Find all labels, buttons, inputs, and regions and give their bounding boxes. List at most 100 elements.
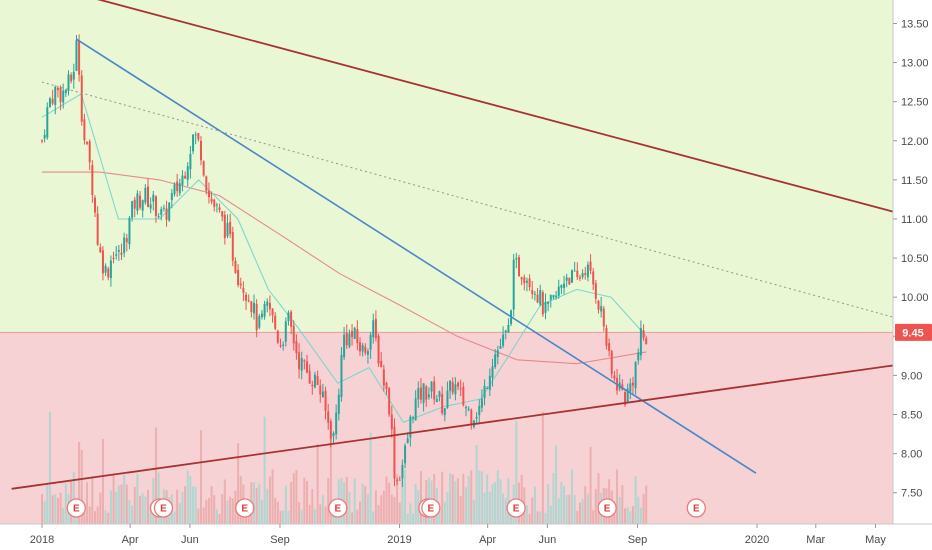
volume-bar xyxy=(621,484,624,524)
volume-bar xyxy=(54,493,57,524)
candle-body xyxy=(263,303,266,317)
price-tick-label: 10.50 xyxy=(901,253,929,265)
trendline-ascending-red[interactable] xyxy=(11,362,907,490)
candle-body xyxy=(430,381,433,392)
volume-bar xyxy=(345,476,348,524)
trendline-descending-red[interactable] xyxy=(42,0,907,216)
volume-bar xyxy=(274,497,277,524)
trendlines[interactable] xyxy=(11,0,907,490)
candle-body xyxy=(332,433,335,437)
candle-body xyxy=(178,183,181,194)
candle-body xyxy=(491,366,494,378)
candle-body xyxy=(520,277,523,280)
earnings-marker[interactable] xyxy=(235,498,255,518)
volume-bar xyxy=(457,478,460,524)
volume-bar xyxy=(123,474,126,524)
candle-body xyxy=(478,405,481,416)
volume-bar xyxy=(316,443,319,524)
volume-bar xyxy=(592,510,595,524)
candle-body xyxy=(250,301,253,313)
earnings-marker[interactable] xyxy=(66,498,86,518)
volume-bar xyxy=(253,482,255,524)
time-tick-label: Jun xyxy=(539,534,557,546)
candle-body xyxy=(404,445,407,464)
candle-body xyxy=(266,301,269,306)
candle-body xyxy=(483,385,486,399)
candle-body xyxy=(144,187,147,203)
candle-body xyxy=(46,107,49,138)
candle-body xyxy=(213,199,216,207)
volume-bar xyxy=(321,495,324,524)
candle-body xyxy=(504,330,507,332)
volume-bar xyxy=(642,493,645,524)
candle-body xyxy=(112,257,115,259)
volume-bar xyxy=(136,473,139,524)
candle-body xyxy=(433,381,436,400)
volume-bar xyxy=(552,472,555,524)
earnings-marker[interactable] xyxy=(153,498,174,518)
candle-body xyxy=(584,273,587,275)
candle-body xyxy=(470,409,473,425)
earnings-marker[interactable] xyxy=(506,498,526,518)
volume-bar xyxy=(377,505,380,524)
candle-body xyxy=(200,140,202,161)
volume-bar xyxy=(486,474,489,524)
earnings-marker[interactable] xyxy=(328,498,348,518)
candle-body xyxy=(258,316,261,328)
earnings-marker[interactable] xyxy=(597,498,617,518)
price-axis-background[interactable] xyxy=(893,0,932,524)
volume-bar xyxy=(544,512,547,524)
time-axis-background[interactable] xyxy=(0,524,932,550)
volume-bar xyxy=(555,445,558,524)
volume-bar xyxy=(462,473,465,524)
earnings-marker[interactable] xyxy=(421,498,441,518)
candle-body xyxy=(279,345,282,347)
price-tick-label: 13.00 xyxy=(901,58,929,70)
candle-body xyxy=(287,312,290,322)
volume-bar xyxy=(78,441,81,524)
candle-body xyxy=(454,384,457,395)
candle-body xyxy=(533,293,536,295)
candle-body xyxy=(184,175,187,179)
earnings-marker-label: E xyxy=(693,504,700,515)
volume-bar xyxy=(271,469,274,524)
candle-body xyxy=(451,382,454,393)
volume-bar xyxy=(409,503,412,524)
moving-average-slow xyxy=(42,171,647,365)
candle-body xyxy=(348,333,351,347)
candle-body xyxy=(160,209,163,215)
candle-body xyxy=(539,290,542,305)
candle-body xyxy=(589,261,592,271)
volume-bar xyxy=(298,502,301,524)
volume-bar xyxy=(117,485,120,524)
earnings-markers[interactable]: EEEEEEEEEE xyxy=(66,498,706,518)
volume-bar xyxy=(131,505,134,524)
volume-bar xyxy=(263,416,266,524)
volume-bar xyxy=(218,513,221,524)
candle-body xyxy=(276,330,279,343)
volume-bar xyxy=(443,501,446,524)
candle-body xyxy=(499,346,502,349)
candle-body xyxy=(242,288,245,293)
volume-bar xyxy=(576,511,579,524)
candle-body xyxy=(96,213,99,245)
candle-body xyxy=(345,333,348,346)
volume-bar xyxy=(59,492,62,524)
trendline-dotted-gray[interactable] xyxy=(41,81,907,322)
volume-bar xyxy=(515,420,518,524)
candle-body xyxy=(91,165,94,195)
volume-bar xyxy=(56,498,59,524)
volume-bar xyxy=(115,491,118,524)
candle-body xyxy=(136,193,139,211)
candle-body xyxy=(425,386,428,400)
time-tick-label: Apr xyxy=(122,534,139,546)
volume-bar xyxy=(139,495,142,524)
candle-body xyxy=(406,438,409,443)
candle-body xyxy=(401,464,404,479)
earnings-marker[interactable] xyxy=(686,498,706,518)
volume-bar xyxy=(419,471,422,524)
candle-body xyxy=(382,369,385,386)
earnings-marker-label: E xyxy=(604,504,611,515)
volume-bar xyxy=(549,505,552,524)
